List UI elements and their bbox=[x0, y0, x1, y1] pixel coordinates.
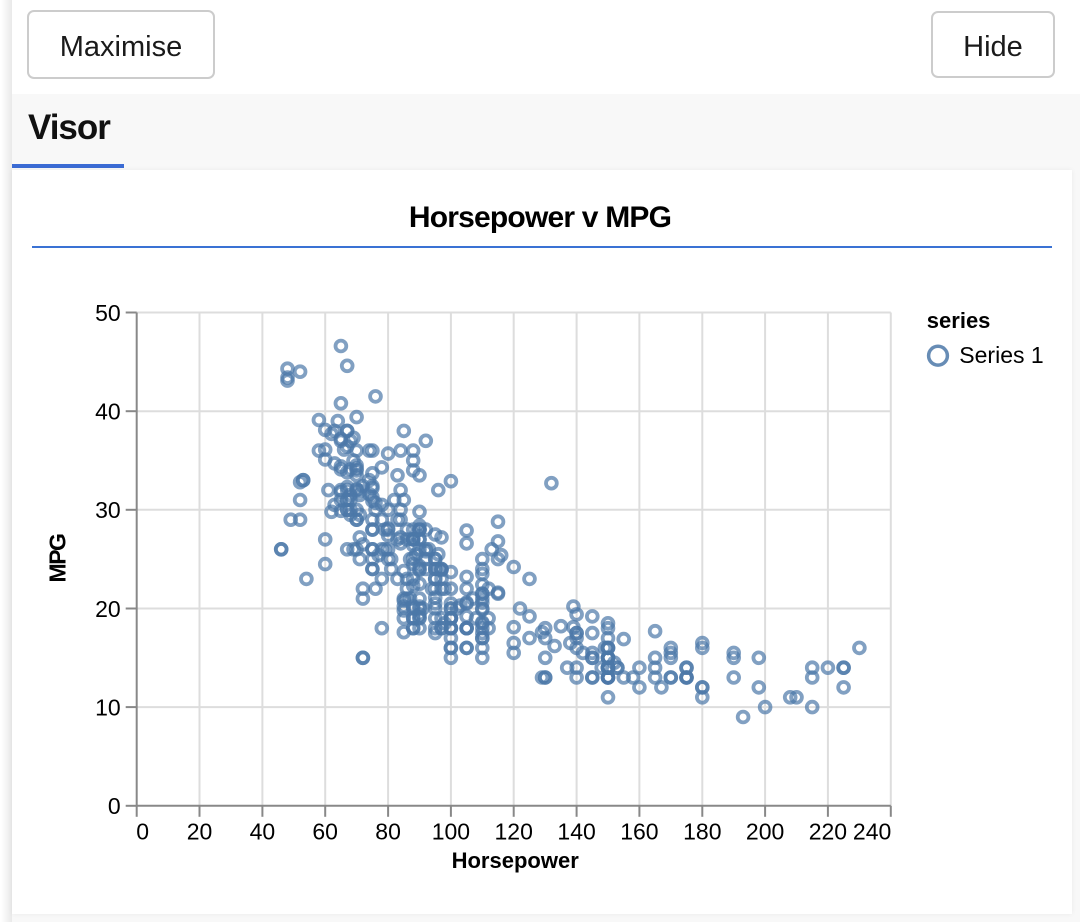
svg-text:50: 50 bbox=[95, 300, 121, 326]
svg-text:140: 140 bbox=[557, 819, 595, 845]
svg-text:MPG: MPG bbox=[45, 534, 71, 583]
svg-text:0: 0 bbox=[108, 793, 121, 819]
svg-text:Series 1: Series 1 bbox=[959, 342, 1043, 368]
svg-text:30: 30 bbox=[95, 497, 121, 523]
svg-text:160: 160 bbox=[620, 819, 658, 845]
svg-text:Horsepower: Horsepower bbox=[452, 848, 580, 873]
svg-text:80: 80 bbox=[375, 819, 401, 845]
svg-text:20: 20 bbox=[187, 819, 213, 845]
svg-text:200: 200 bbox=[746, 819, 784, 845]
svg-text:220: 220 bbox=[809, 819, 847, 845]
svg-text:20: 20 bbox=[95, 596, 121, 622]
svg-text:100: 100 bbox=[432, 819, 470, 845]
svg-text:40: 40 bbox=[250, 819, 276, 845]
svg-text:0: 0 bbox=[136, 819, 149, 845]
svg-text:series: series bbox=[927, 308, 991, 333]
svg-text:40: 40 bbox=[95, 399, 121, 425]
svg-text:60: 60 bbox=[312, 819, 338, 845]
svg-text:10: 10 bbox=[95, 694, 121, 720]
svg-text:240: 240 bbox=[853, 819, 891, 845]
svg-text:180: 180 bbox=[683, 819, 721, 845]
svg-text:120: 120 bbox=[495, 819, 533, 845]
